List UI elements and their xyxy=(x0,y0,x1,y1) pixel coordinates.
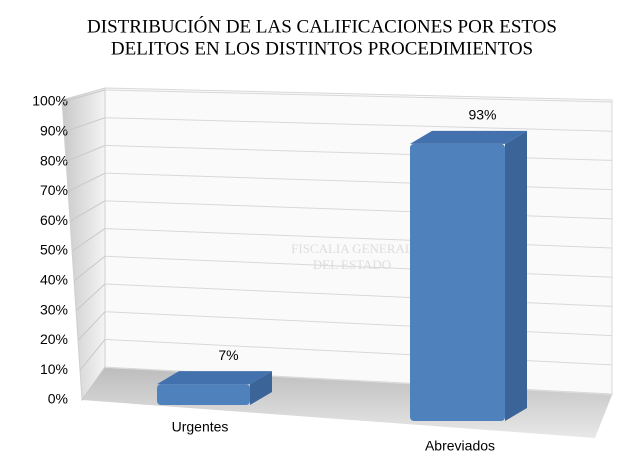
grid-line xyxy=(73,255,106,282)
grid-line xyxy=(71,228,106,252)
y-tick-label: 50% xyxy=(40,242,68,258)
grid-line xyxy=(104,89,613,103)
grid-line xyxy=(63,117,106,133)
y-tick-label: 20% xyxy=(40,331,68,347)
y-tick-label: 100% xyxy=(32,93,68,109)
side-wall xyxy=(61,87,106,402)
grid-line xyxy=(104,255,613,278)
grid-line xyxy=(61,89,106,103)
grid-line xyxy=(104,200,613,220)
value-label: 7% xyxy=(218,347,238,363)
grid-line xyxy=(104,338,613,366)
y-tick-label: 80% xyxy=(40,152,68,168)
y-tick-label: 30% xyxy=(40,301,68,317)
watermark: FISCALIA GENERAL xyxy=(291,241,413,256)
bar-top xyxy=(410,130,527,144)
grid-line xyxy=(79,339,106,371)
grid-line xyxy=(81,366,106,401)
y-tick-label: 40% xyxy=(40,272,68,288)
grid-line xyxy=(65,144,106,163)
watermark: DEL ESTADO xyxy=(313,257,391,272)
x-tick-label: Urgentes xyxy=(172,419,229,435)
grid-line xyxy=(104,228,613,249)
bar-side xyxy=(250,371,272,405)
grid-line xyxy=(104,283,613,307)
chart-title: DELITOS EN LOS DISTINTOS PROCEDIMIENTOS xyxy=(111,38,533,59)
y-tick-label: 70% xyxy=(40,182,68,198)
grid-line xyxy=(77,311,106,341)
x-tick-label: Abreviados xyxy=(425,438,495,454)
bar-top xyxy=(157,371,272,385)
grid-line xyxy=(75,283,106,311)
value-label: 93% xyxy=(468,107,496,123)
grid-line xyxy=(104,172,613,191)
y-tick-label: 10% xyxy=(40,361,68,377)
grid-line xyxy=(104,117,613,132)
grid-line xyxy=(104,311,613,337)
bar xyxy=(410,143,505,422)
bar xyxy=(157,384,250,405)
grid-line xyxy=(69,200,106,222)
bar-side xyxy=(505,130,527,422)
grid-line xyxy=(67,172,106,192)
y-tick-label: 0% xyxy=(48,391,68,407)
grid-line xyxy=(104,144,613,161)
y-tick-label: 90% xyxy=(40,123,68,139)
chart-title: DISTRIBUCIÓN DE LAS CALIFICACIONES POR E… xyxy=(87,15,557,37)
y-tick-label: 60% xyxy=(40,212,68,228)
